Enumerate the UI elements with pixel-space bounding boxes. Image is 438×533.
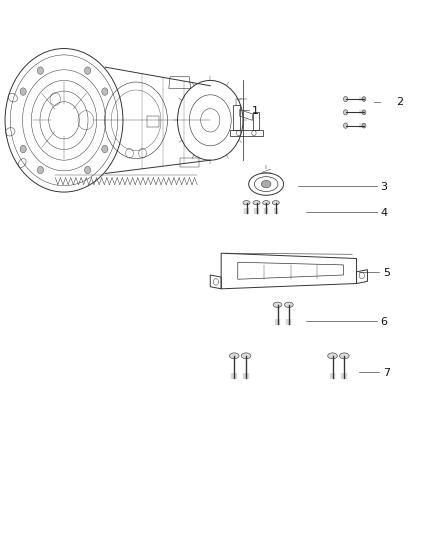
Text: 6: 6 <box>381 317 388 327</box>
Text: 1: 1 <box>252 106 259 116</box>
Ellipse shape <box>343 123 348 128</box>
Circle shape <box>37 67 43 74</box>
Ellipse shape <box>362 96 366 101</box>
Text: 5: 5 <box>383 268 390 278</box>
Ellipse shape <box>362 123 366 128</box>
Ellipse shape <box>243 200 250 205</box>
Circle shape <box>85 67 91 74</box>
Circle shape <box>20 146 26 153</box>
Ellipse shape <box>343 110 348 115</box>
Ellipse shape <box>328 353 337 359</box>
Ellipse shape <box>272 200 279 205</box>
Circle shape <box>20 88 26 95</box>
Circle shape <box>37 166 43 174</box>
Ellipse shape <box>362 110 366 115</box>
Ellipse shape <box>273 302 282 308</box>
Text: 7: 7 <box>383 368 390 378</box>
Ellipse shape <box>241 353 251 359</box>
Ellipse shape <box>263 200 270 205</box>
Circle shape <box>102 88 108 95</box>
Ellipse shape <box>261 180 271 188</box>
Ellipse shape <box>230 353 239 359</box>
Text: 3: 3 <box>381 182 388 192</box>
Ellipse shape <box>339 353 349 359</box>
Bar <box>147 116 159 127</box>
Ellipse shape <box>343 96 348 102</box>
Text: 4: 4 <box>381 208 388 219</box>
Ellipse shape <box>285 302 293 308</box>
Circle shape <box>102 146 108 153</box>
Circle shape <box>85 166 91 174</box>
Text: 2: 2 <box>396 96 403 107</box>
Ellipse shape <box>253 200 260 205</box>
